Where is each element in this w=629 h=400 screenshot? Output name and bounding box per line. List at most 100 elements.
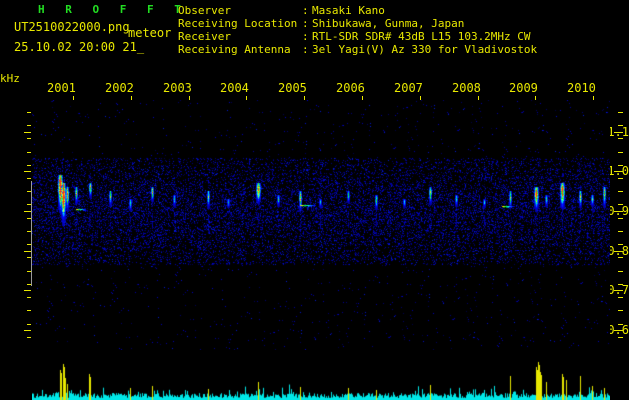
metadata-value: Masaki Kano — [312, 4, 385, 17]
y-axis-tick-minor — [27, 165, 31, 166]
y-axis-tick-major-right — [614, 211, 623, 213]
x-axis-tick — [593, 96, 594, 100]
metadata-value: RTL-SDR SDR# 43dB L15 103.2MHz CW — [312, 30, 531, 43]
metadata-key: Observer — [178, 4, 231, 17]
y-axis-tick-minor-right — [618, 284, 623, 285]
y-axis-tick-major — [24, 290, 31, 292]
x-axis-label: 2010 — [567, 81, 596, 95]
y-axis-tick-minor-right — [618, 310, 623, 311]
y-axis-label: 1.0 — [607, 164, 629, 179]
x-axis-tick — [304, 96, 305, 100]
y-axis-tick-minor-right — [618, 204, 623, 205]
y-axis-tick-major — [24, 250, 31, 252]
x-axis-label: 2008 — [452, 81, 481, 95]
y-axis-unit-label: kHz — [0, 72, 20, 85]
y-axis-tick-minor-right — [618, 231, 623, 232]
y-axis-tick-minor — [27, 125, 31, 126]
y-axis-tick-minor-right — [618, 191, 623, 192]
x-axis-tick — [246, 96, 247, 100]
x-axis-label: 2007 — [394, 81, 423, 95]
y-axis-tick-major — [24, 330, 31, 332]
y-axis-tick-minor — [27, 138, 31, 139]
y-axis-tick-major — [24, 131, 31, 133]
metadata-value: 3el Yagi(V) Az 330 for Vladivostok — [312, 43, 538, 56]
x-axis-tick — [362, 96, 363, 100]
y-axis-label: 0.6 — [607, 323, 629, 338]
datetime-label: 25.10.02 20:00 21_ — [14, 40, 145, 54]
x-axis-tick — [131, 96, 132, 100]
y-axis-tick-minor-right — [618, 244, 623, 245]
metadata-separator: : — [302, 17, 309, 30]
x-axis-label: 2009 — [509, 81, 538, 95]
metadata-key: Receiving Antenna — [178, 43, 291, 56]
y-axis-tick-minor-right — [618, 112, 623, 113]
y-axis-tick-minor — [27, 271, 31, 272]
y-axis-tick-major — [24, 211, 31, 213]
y-axis-tick-minor-right — [618, 271, 623, 272]
metadata-block: Observer: Masaki Kano Receiving Location: S… — [178, 4, 537, 56]
x-axis-label: 2005 — [278, 81, 307, 95]
y-axis-tick-minor — [27, 297, 31, 298]
metadata-separator: : — [302, 4, 309, 17]
x-axis-label: 2003 — [163, 81, 192, 95]
y-axis-tick-minor-right — [618, 152, 623, 153]
x-axis-label: 2002 — [105, 81, 134, 95]
y-axis-tick-minor — [27, 257, 31, 258]
metadata-value: Shibukawa, Gunma, Japan — [312, 17, 465, 30]
y-axis-tick-minor-right — [618, 218, 623, 219]
y-axis-label: 1.1 — [607, 124, 629, 139]
spectrogram-panel — [32, 100, 610, 350]
metadata-row: Receiving Location: Shibukawa, Gunma, Jap… — [178, 17, 537, 30]
y-axis-tick-major-right — [614, 131, 623, 133]
y-axis-tick-minor — [27, 337, 31, 338]
y-axis-label: 0.7 — [607, 283, 629, 298]
x-axis-label: 2006 — [336, 81, 365, 95]
metadata-row: Receiver: RTL-SDR SDR# 43dB L15 103.2MHz … — [178, 30, 537, 43]
x-axis-label: 2001 — [47, 81, 76, 95]
amplitude-panel — [32, 358, 610, 400]
y-axis-tick-major-right — [614, 171, 623, 173]
x-axis-label: 2004 — [220, 81, 249, 95]
y-axis-tick-minor — [27, 310, 31, 311]
y-axis-tick-minor — [27, 112, 31, 113]
y-axis-tick-major — [24, 171, 31, 173]
metadata-key: Receiver — [178, 30, 231, 43]
y-axis-tick-minor-right — [618, 165, 623, 166]
y-axis-tick-minor-right — [618, 125, 623, 126]
amplitude-canvas — [32, 358, 610, 400]
y-axis-tick-minor-right — [618, 257, 623, 258]
y-axis-tick-minor — [27, 324, 31, 325]
y-axis-tick-minor — [27, 204, 31, 205]
spectrogram-canvas — [32, 100, 610, 350]
y-axis-label: 0.8 — [607, 243, 629, 258]
y-axis-tick-minor-right — [618, 138, 623, 139]
y-axis-tick-minor-right — [618, 337, 623, 338]
y-axis-tick-minor-right — [618, 324, 623, 325]
mode-label: meteor — [128, 26, 172, 40]
metadata-separator: : — [302, 43, 309, 56]
x-axis-tick — [420, 96, 421, 100]
y-axis-tick-minor — [27, 244, 31, 245]
metadata-row: Observer: Masaki Kano — [178, 4, 537, 17]
y-axis-tick-minor — [27, 178, 31, 179]
x-axis-tick — [73, 96, 74, 100]
y-axis-tick-minor — [27, 191, 31, 192]
y-axis-tick-minor — [27, 218, 31, 219]
x-axis-tick — [189, 96, 190, 100]
app-title: H R O F F T — [38, 3, 188, 16]
x-axis-tick — [535, 96, 536, 100]
y-axis-tick-minor-right — [618, 178, 623, 179]
y-axis-tick-major-right — [614, 290, 623, 292]
y-axis-tick-minor — [27, 284, 31, 285]
metadata-separator: : — [302, 30, 309, 43]
y-axis-tick-major-right — [614, 250, 623, 252]
metadata-key: Receiving Location — [178, 17, 298, 30]
y-axis-tick-minor — [27, 152, 31, 153]
metadata-row: Receiving Antenna:3el Yagi(V) Az 330 for… — [178, 43, 537, 56]
filename-label: UT2510022000.png — [14, 20, 130, 34]
y-axis-tick-minor — [27, 231, 31, 232]
y-axis-tick-major-right — [614, 330, 623, 332]
y-axis-tick-minor-right — [618, 297, 623, 298]
y-axis-label: 0.9 — [607, 204, 629, 219]
